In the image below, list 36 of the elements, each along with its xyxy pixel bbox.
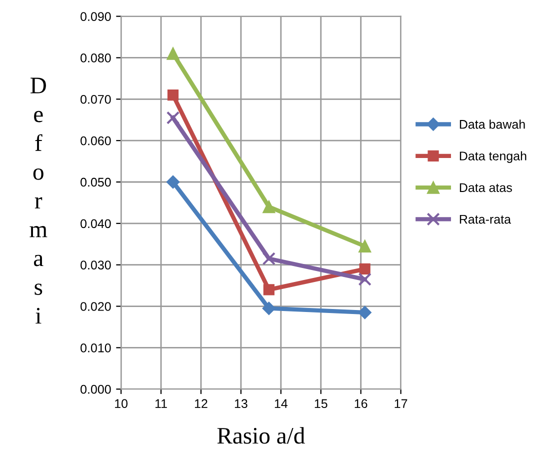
point xyxy=(166,175,180,189)
x-tick-label: 11 xyxy=(155,399,167,408)
point xyxy=(262,302,276,315)
point xyxy=(358,306,372,320)
point xyxy=(262,252,276,266)
x-tick-label: 16 xyxy=(354,399,368,408)
x-tick-label: 17 xyxy=(394,399,408,408)
x-tick-label: 10 xyxy=(115,399,128,408)
y-tick-label: 0.080 xyxy=(80,54,111,62)
y-tick-label: 0.020 xyxy=(80,302,111,311)
point xyxy=(166,111,180,124)
x-tick-label: 14 xyxy=(274,399,288,408)
x-tick-label: 13 xyxy=(234,399,248,408)
y-tick-label: 0.070 xyxy=(80,94,111,104)
y-tick-label: 0.010 xyxy=(80,343,111,352)
legend-label: Data bawah xyxy=(460,120,525,129)
x-tick-label: 12 xyxy=(194,399,208,408)
point xyxy=(358,272,372,286)
y-tick-label: 0.060 xyxy=(80,136,111,146)
legend-label: Rata-rata xyxy=(460,214,512,224)
x-axis-title: Rasio a/d xyxy=(217,427,305,444)
point xyxy=(263,284,274,296)
point xyxy=(359,263,370,275)
y-tick-label: 0.000 xyxy=(80,384,111,394)
point xyxy=(167,89,179,101)
y-tick-label: 0.030 xyxy=(80,260,111,270)
point xyxy=(358,240,372,252)
point xyxy=(166,47,180,60)
text: Deformasi xyxy=(30,78,48,324)
point xyxy=(262,200,276,214)
y-tick-label: 0.040 xyxy=(80,219,111,228)
y-tick-label: 0.090 xyxy=(80,12,111,21)
legend-label: Data atas xyxy=(460,183,512,192)
y-tick-label: 0.050 xyxy=(80,178,111,187)
x-tick-label: 15 xyxy=(314,399,328,408)
legend-label: Data tengah xyxy=(460,151,526,163)
